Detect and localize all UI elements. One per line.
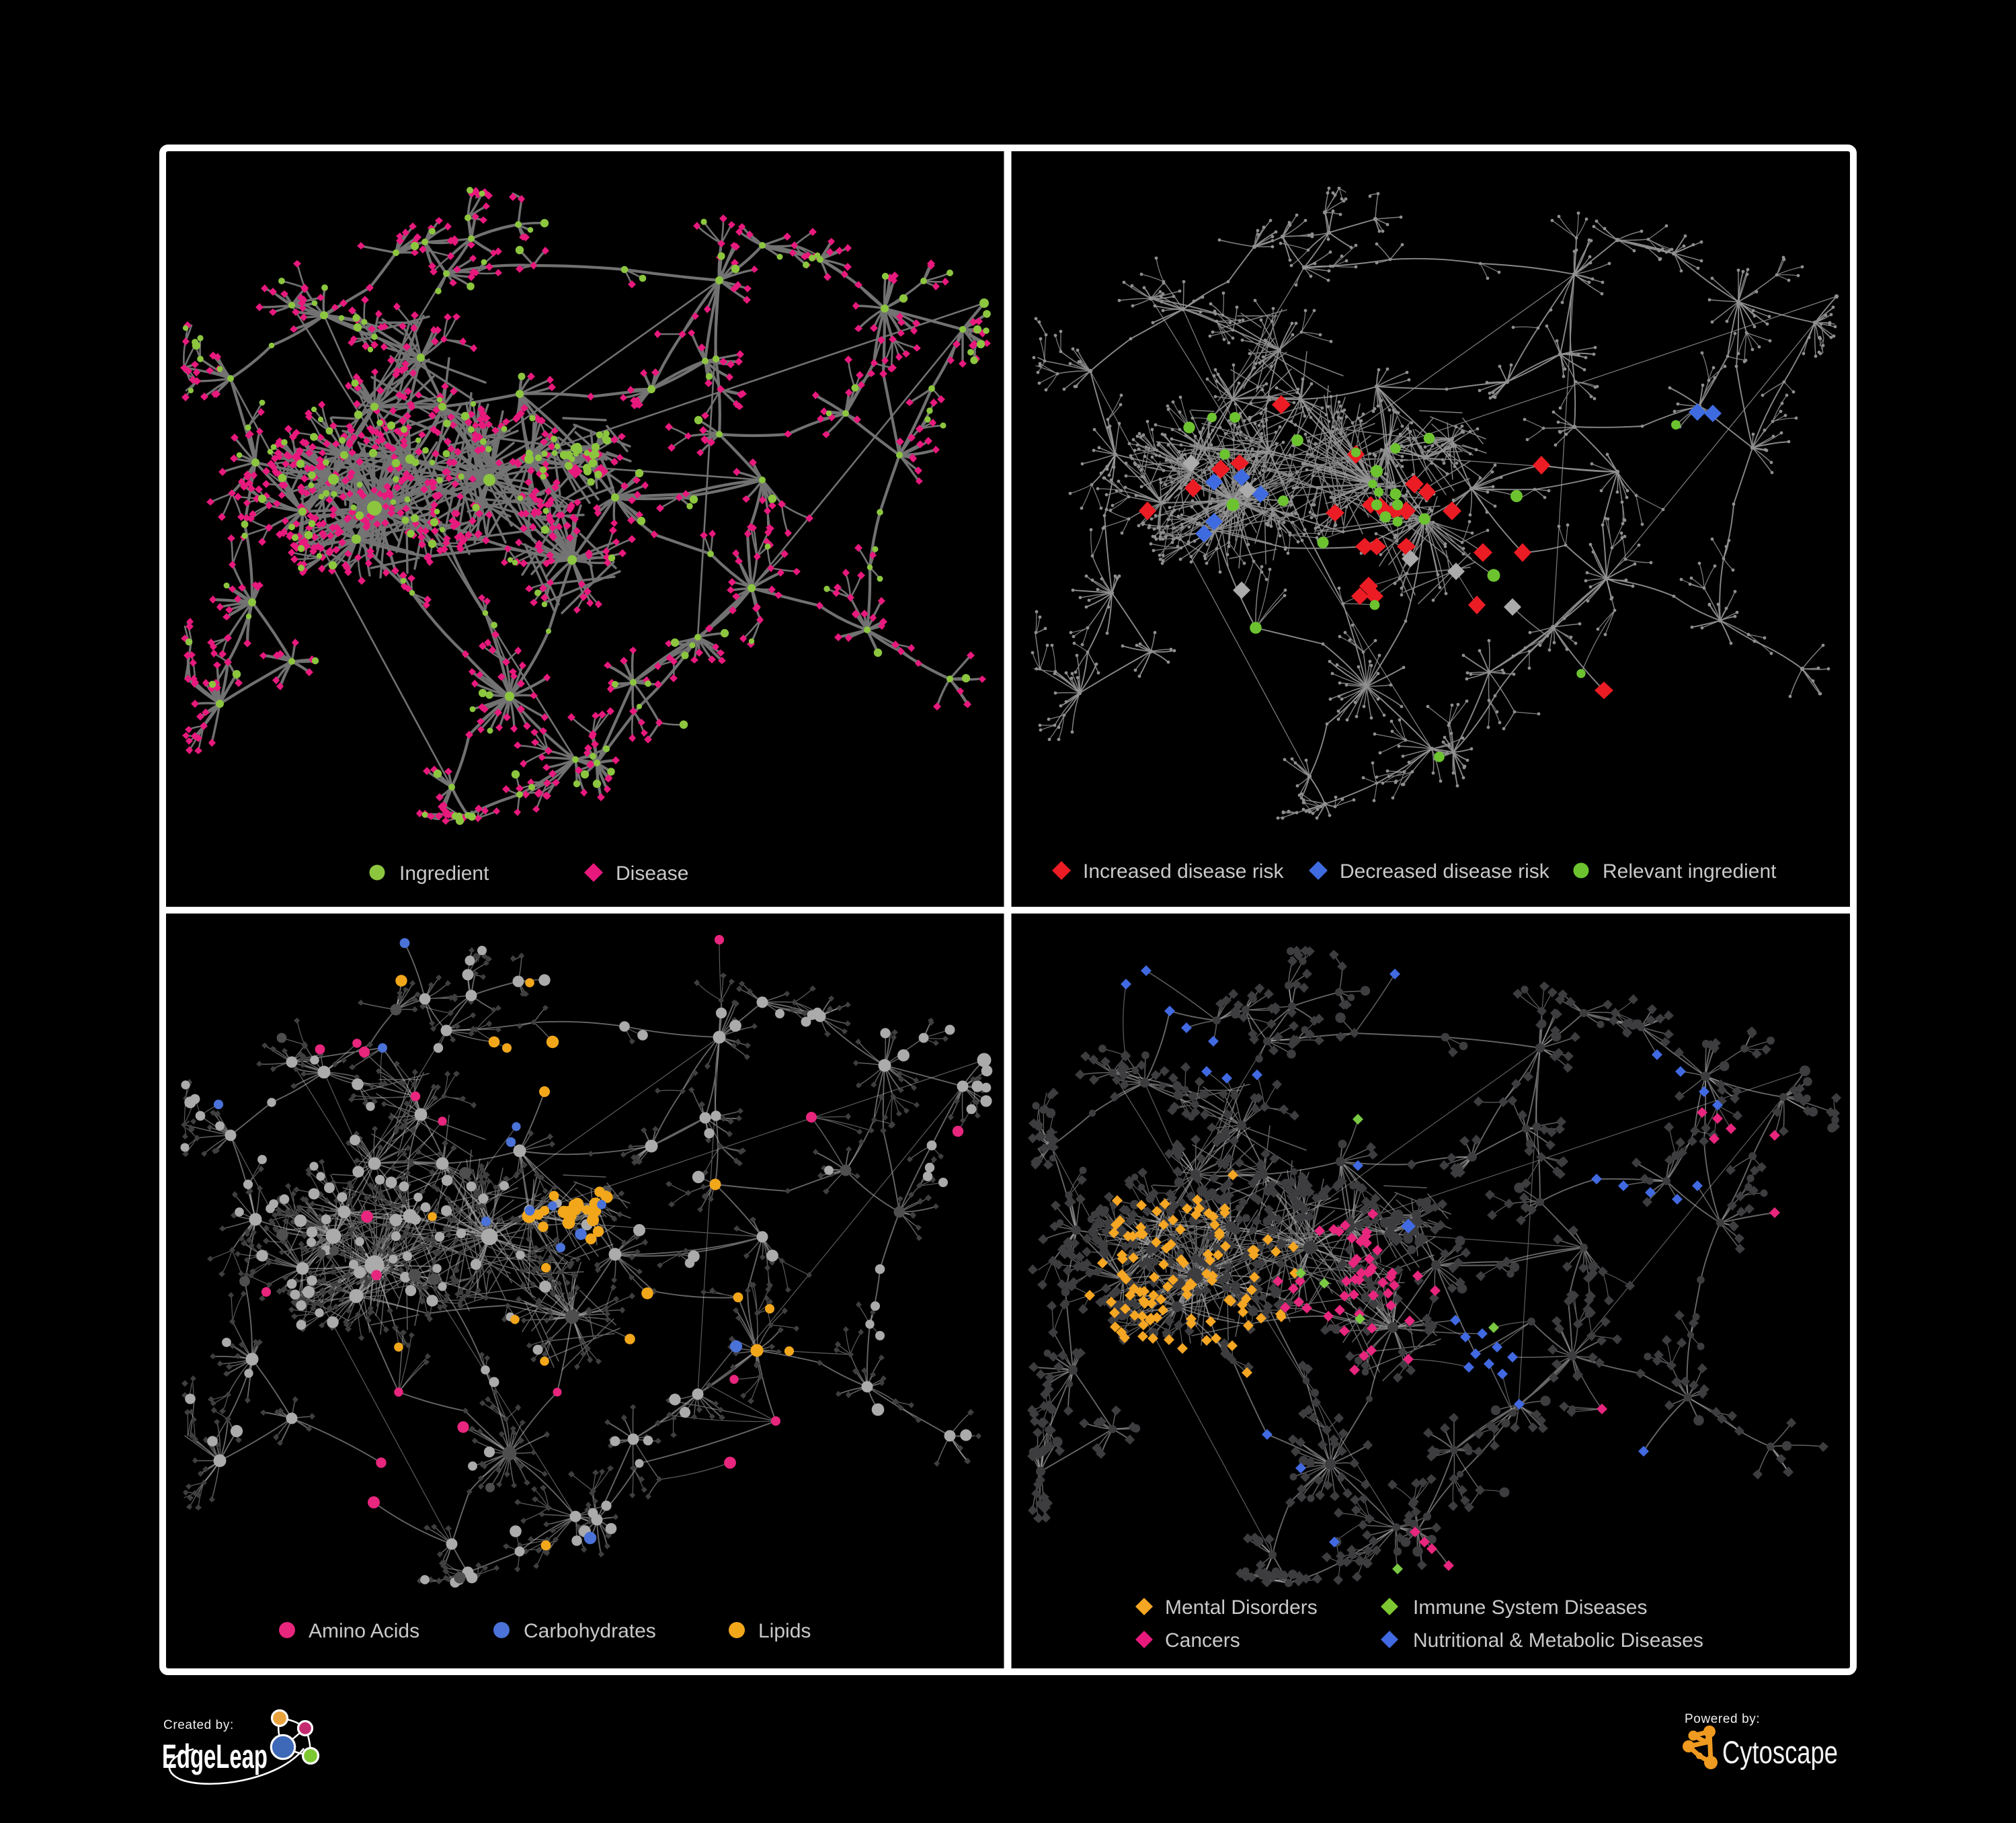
svg-text:Immune System Diseases: Immune System Diseases	[1413, 1596, 1647, 1619]
svg-text:Cytoscape: Cytoscape	[1722, 1735, 1838, 1771]
svg-text:Decreased disease risk: Decreased disease risk	[1340, 860, 1550, 883]
svg-text:Relevant ingredient: Relevant ingredient	[1603, 860, 1777, 883]
svg-text:Carbohydrates: Carbohydrates	[524, 1620, 656, 1642]
svg-text:Ingredient: Ingredient	[399, 862, 489, 885]
svg-text:Powered by:: Powered by:	[1685, 1712, 1760, 1726]
svg-text:Mental Disorders: Mental Disorders	[1165, 1596, 1318, 1619]
svg-text:Created by:: Created by:	[163, 1718, 234, 1732]
svg-text:Increased disease risk: Increased disease risk	[1083, 860, 1284, 883]
svg-text:Cancers: Cancers	[1165, 1629, 1240, 1652]
svg-text:Amino Acids: Amino Acids	[309, 1620, 419, 1642]
svg-text:Lipids: Lipids	[758, 1620, 811, 1642]
svg-text:EdgeLeap: EdgeLeap	[162, 1738, 268, 1775]
svg-text:Nutritional & Metabolic Diseas: Nutritional & Metabolic Diseases	[1413, 1629, 1703, 1652]
svg-text:Disease: Disease	[616, 862, 688, 885]
